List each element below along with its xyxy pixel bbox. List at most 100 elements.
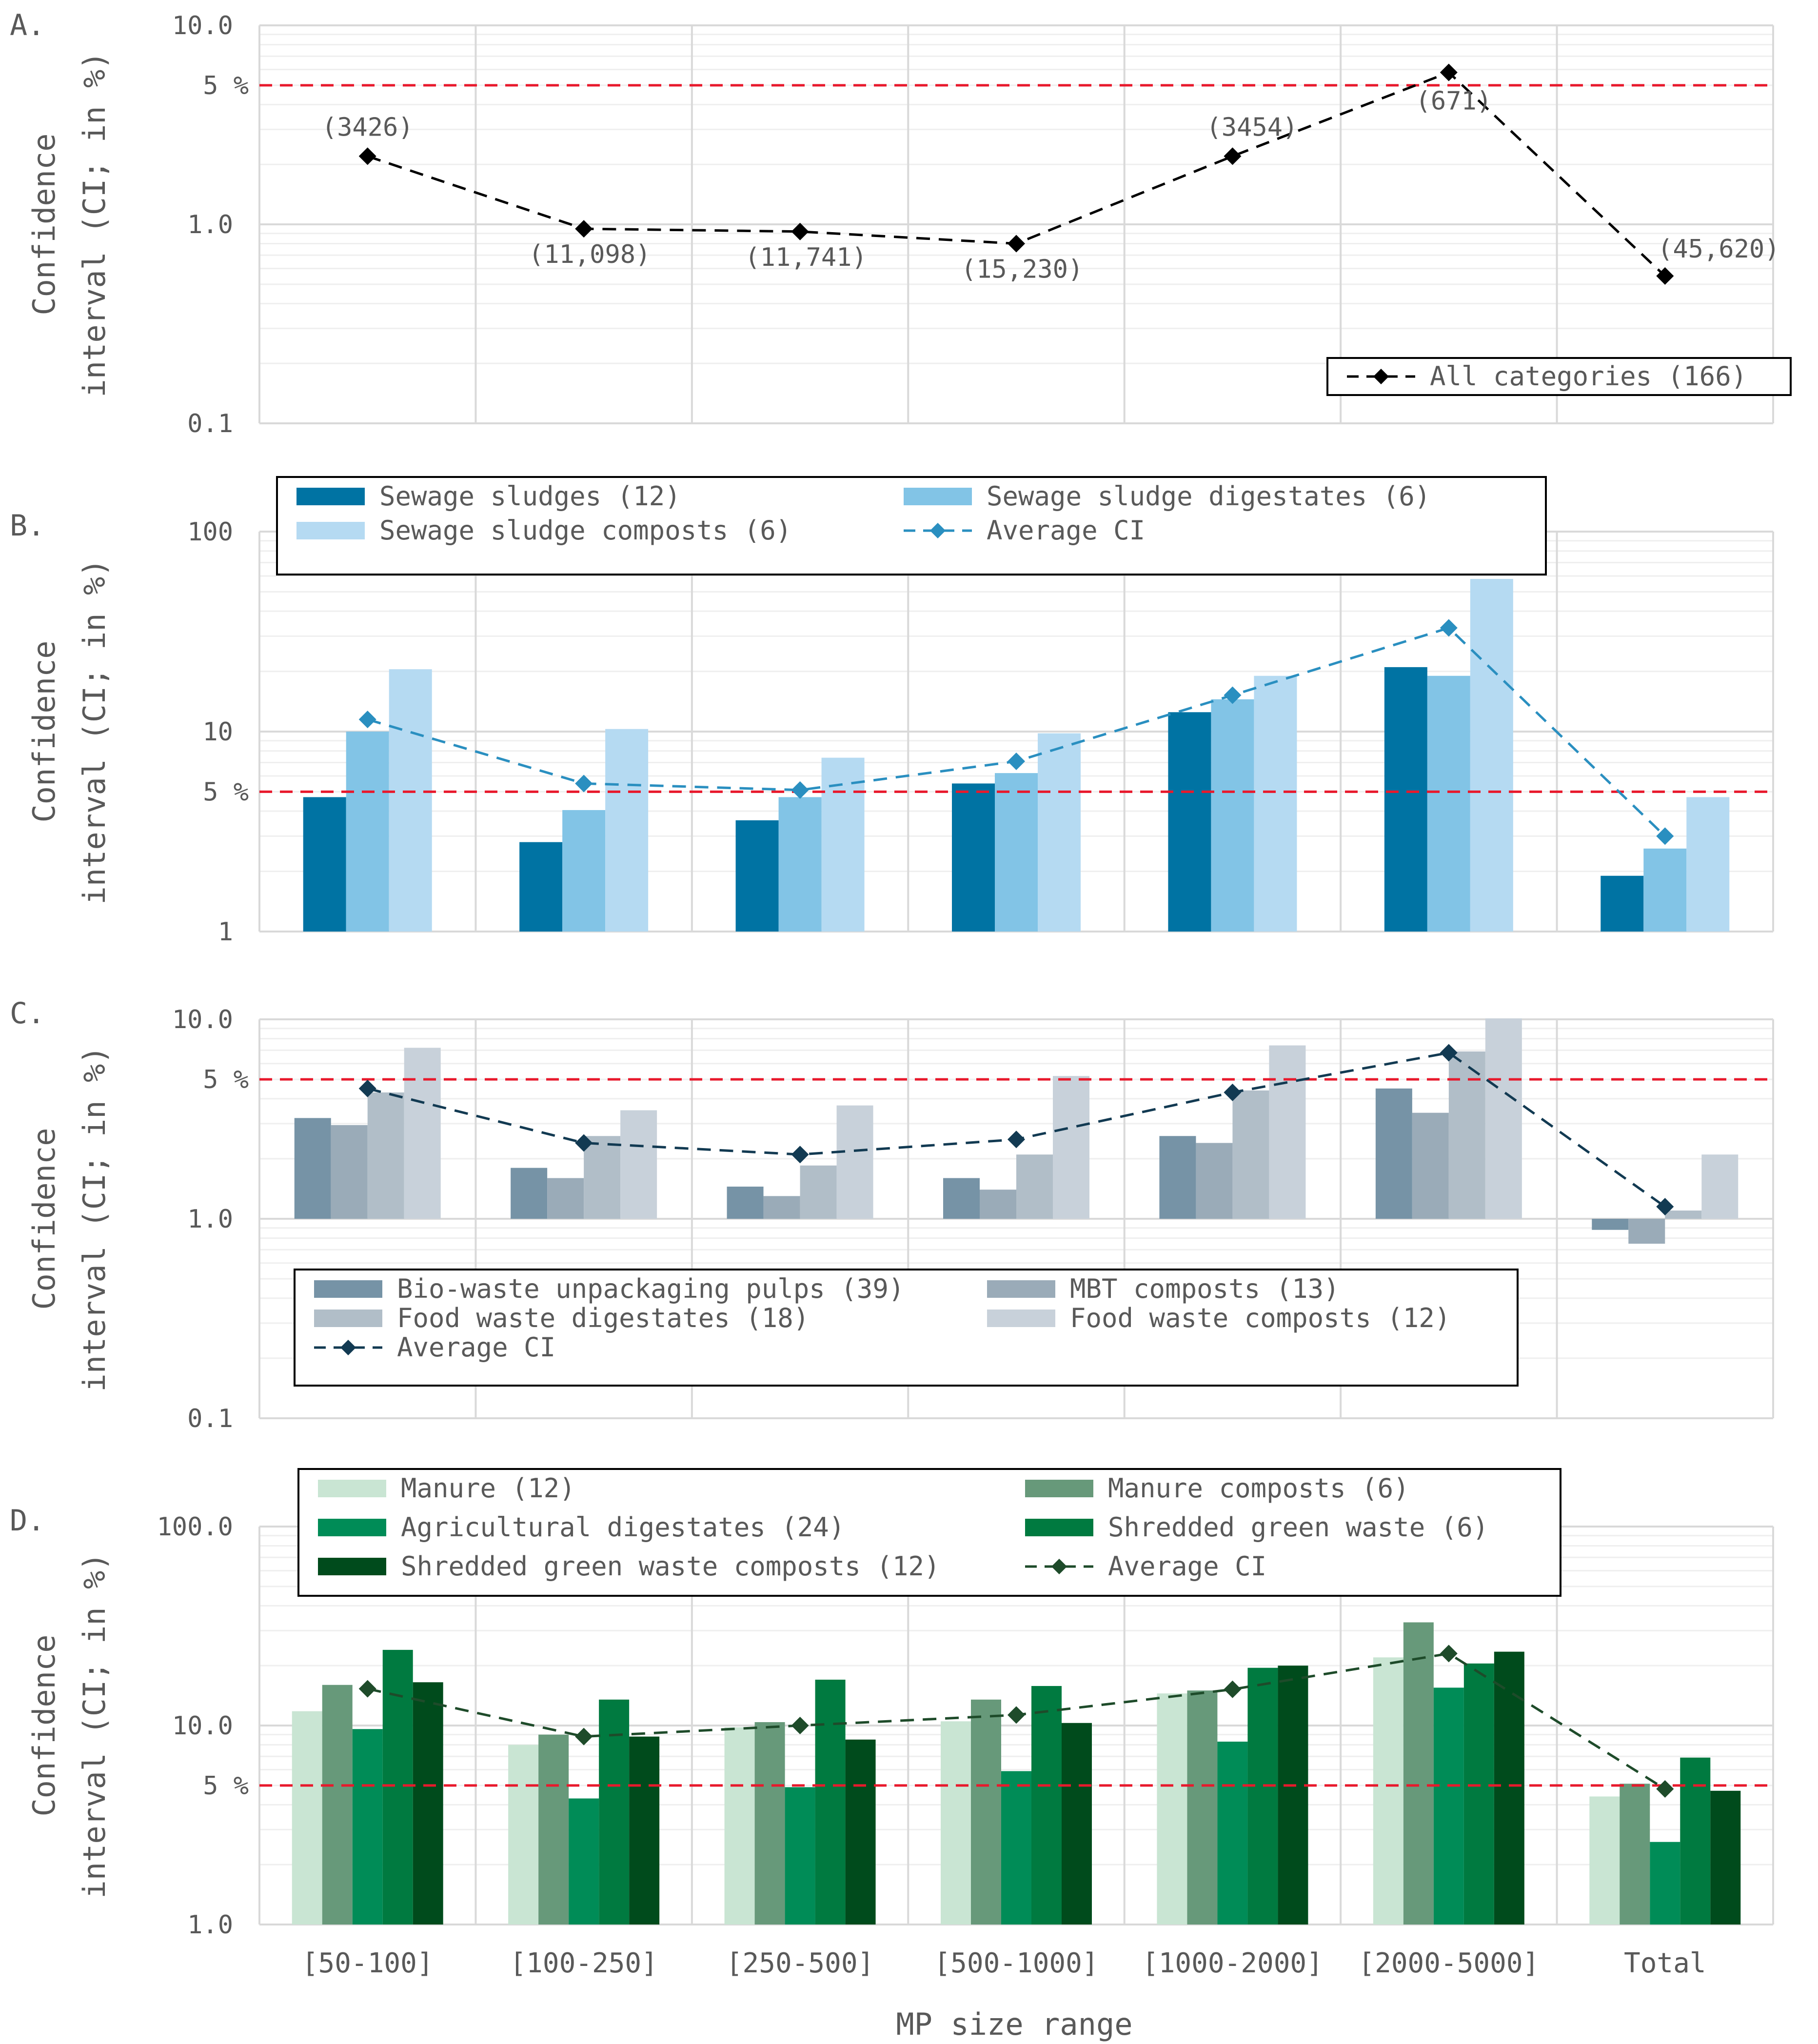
panel-label: D. — [10, 1504, 45, 1538]
bar — [1373, 1657, 1403, 1925]
bar — [1485, 1018, 1522, 1219]
legend-label: Shredded green waste (6) — [1108, 1512, 1488, 1543]
bar — [971, 1699, 1001, 1925]
legend-label: Average CI — [1108, 1551, 1266, 1582]
panel-label: A. — [10, 8, 45, 42]
legend-label: Sewage sludges (12) — [379, 481, 681, 512]
point-label: (45,620) — [1658, 235, 1779, 264]
legend: All categories (166) — [1326, 357, 1792, 396]
y-tick-label: 1.0 — [187, 1910, 233, 1940]
bar — [943, 1178, 980, 1219]
bar — [508, 1745, 539, 1925]
chart-panel-b: 1 10 100 5 % B. Confidence interval (CI; in %)… — [10, 476, 1774, 947]
legend-swatch — [296, 488, 365, 505]
legend-label: MBT composts (13) — [1070, 1273, 1340, 1304]
bar — [941, 1721, 971, 1925]
point-label: (11,741) — [745, 243, 867, 272]
legend-label: Food waste composts (12) — [1070, 1303, 1450, 1333]
bar — [547, 1178, 584, 1219]
legend-box — [1326, 357, 1792, 396]
bar — [952, 783, 995, 932]
y-axis-title-line1: Confidence — [26, 640, 62, 822]
y-axis-title-line2: interval (CI; in %) — [77, 51, 112, 397]
bar — [404, 1048, 441, 1219]
x-tick-label: [2000-5000] — [1358, 1947, 1539, 1979]
point-label: (3454) — [1206, 113, 1298, 142]
bar — [1470, 578, 1513, 932]
bar — [303, 797, 346, 932]
data-point — [1656, 1198, 1674, 1216]
bar — [724, 1727, 755, 1925]
legend-label: Manure composts (6) — [1108, 1473, 1409, 1504]
bar — [1710, 1790, 1741, 1925]
bar — [352, 1729, 383, 1925]
bar — [1196, 1143, 1233, 1219]
legend-swatch — [904, 488, 972, 505]
legend-swatch — [1025, 1480, 1093, 1497]
legend-marker — [930, 523, 946, 538]
legend-label: Agricultural digestates (24) — [401, 1512, 845, 1543]
bar — [1412, 1112, 1449, 1219]
bar — [821, 757, 865, 932]
x-tick-label: [1000-2000] — [1142, 1947, 1323, 1979]
point-label: (3426) — [322, 113, 414, 142]
chart-panel-d: 1.0 10.0 100.0 5 % D. Confidence interval (CI;… — [10, 1468, 1774, 1940]
data-point — [1224, 686, 1242, 704]
bar — [1494, 1651, 1524, 1925]
data-point — [1656, 1780, 1674, 1798]
point-label: (15,230) — [961, 255, 1083, 284]
y-axis-title-line1: Confidence — [26, 133, 62, 315]
legend-swatch — [318, 1519, 386, 1536]
x-tick-label: [100-250] — [510, 1947, 657, 1979]
bar — [1269, 1045, 1306, 1219]
data-point — [1440, 1645, 1458, 1663]
legend-swatch — [987, 1280, 1055, 1298]
bar — [1592, 1219, 1629, 1230]
data-point — [358, 1680, 376, 1698]
bar — [800, 1165, 837, 1219]
legend-swatch — [1025, 1519, 1093, 1536]
legend-label: Average CI — [397, 1332, 555, 1363]
chart-panel-c: 0.1 1.0 10.0 5 % C. Confidence interval (CI; i… — [10, 996, 1774, 1433]
chart-panel-a: 0.1 1.0 10.0 5 % (3426) (11,098) (11,741) (15,2… — [10, 8, 1792, 438]
y-tick-label: 10 — [202, 717, 233, 747]
legend-swatch — [318, 1558, 386, 1575]
bar — [980, 1190, 1016, 1219]
legend: Bio-waste unpackaging pulps (39) MBT comp… — [294, 1269, 1519, 1387]
data-point — [1656, 267, 1674, 285]
y-tick-label: 10.0 — [172, 11, 233, 40]
bar — [1168, 712, 1211, 932]
x-tick-label: [250-500] — [726, 1947, 874, 1979]
data-point — [1008, 1131, 1025, 1149]
y-axis-title-line1: Confidence — [26, 1128, 62, 1310]
panel-label: B. — [10, 509, 45, 543]
legend: Sewage sludges (12) Sewage sludge digesta… — [276, 476, 1547, 575]
bar — [389, 669, 432, 932]
bar — [1650, 1842, 1680, 1925]
bar — [1701, 1154, 1739, 1219]
y-tick-label: 10.0 — [172, 1005, 233, 1034]
data-point — [1440, 63, 1458, 81]
data-point — [1008, 1706, 1025, 1724]
bar — [331, 1125, 368, 1219]
bar — [727, 1187, 764, 1219]
bar — [1463, 1663, 1494, 1925]
bar — [620, 1110, 657, 1219]
bar — [1628, 1219, 1665, 1244]
bar — [1157, 1693, 1187, 1925]
bar — [1254, 675, 1297, 932]
bar — [815, 1679, 846, 1925]
bar — [605, 729, 649, 932]
bar — [1601, 875, 1644, 932]
data-point — [575, 1727, 593, 1746]
bar — [346, 732, 389, 932]
legend-swatch — [314, 1280, 382, 1298]
legend-label: Sewage sludge digestates (6) — [987, 481, 1430, 512]
legend-label: Bio-waste unpackaging pulps (39) — [397, 1273, 904, 1304]
bar — [569, 1798, 599, 1925]
data-point — [791, 781, 809, 799]
bar — [1680, 1757, 1711, 1925]
bar — [778, 797, 822, 932]
legend-label: Shredded green waste composts (12) — [401, 1551, 940, 1582]
